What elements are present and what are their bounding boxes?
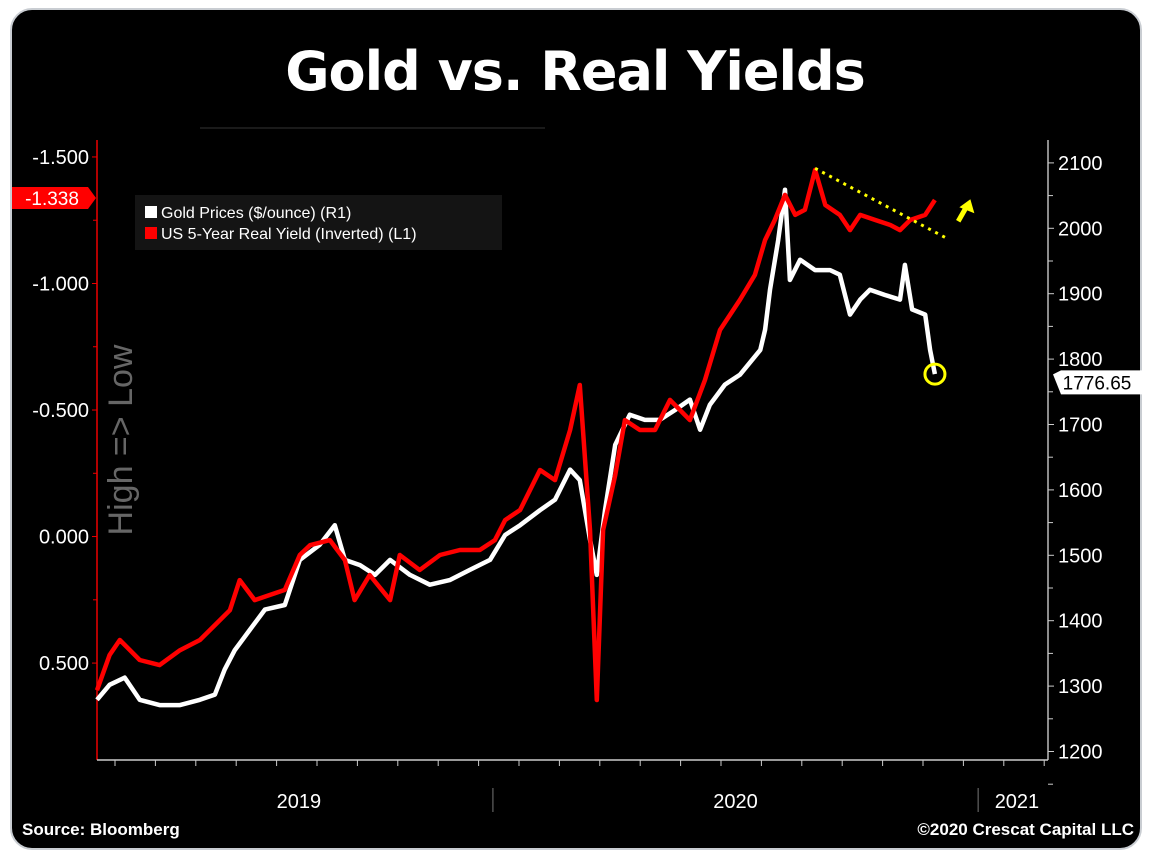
left-axis-label: High => Low <box>102 344 140 535</box>
right-tick-label: 1700 <box>1058 414 1103 436</box>
legend-label: US 5-Year Real Yield (Inverted) (L1) <box>161 226 417 243</box>
right-tick-label: 1500 <box>1058 545 1103 567</box>
left-tick-label: -1.000 <box>32 273 89 295</box>
gold-last-value-tag <box>1053 370 1146 395</box>
yield-last-value-tag <box>12 186 96 209</box>
up-arrow-head-icon <box>959 199 975 214</box>
legend-label: Gold Prices ($/ounce) (R1) <box>161 205 351 222</box>
right-tick-label: 1600 <box>1058 480 1103 502</box>
copyright-note: ©2020 Crescat Capital LLC <box>917 820 1134 839</box>
gold-last-value: 1776.65 <box>1063 373 1132 394</box>
right-tick-label: 1900 <box>1058 284 1103 306</box>
gold-price-line <box>95 187 938 708</box>
highlight-circle <box>923 362 947 386</box>
left-tick-label: -1.500 <box>32 147 89 169</box>
right-tick-label: 1400 <box>1058 611 1103 633</box>
legend-swatch <box>145 227 157 239</box>
trend-line-annotation <box>814 167 946 239</box>
right-tick-label: 1200 <box>1058 741 1103 763</box>
chart-panel <box>10 8 1142 850</box>
right-tick-label: 2100 <box>1058 153 1103 175</box>
yield-last-value: -1.338 <box>25 189 79 210</box>
right-tick-label: 2000 <box>1058 218 1103 240</box>
source-note: Source: Bloomberg <box>22 820 180 839</box>
chart-title: Gold vs. Real Yields <box>285 40 866 103</box>
legend-swatch <box>145 206 157 218</box>
left-tick-label: 0.000 <box>39 527 89 549</box>
left-tick-label: -0.500 <box>32 400 89 422</box>
right-tick-label: 1300 <box>1058 676 1103 698</box>
right-tick-label: 1800 <box>1058 349 1103 371</box>
x-tick-label: 2019 <box>277 791 322 813</box>
x-tick-label: 2020 <box>713 791 758 813</box>
legend-box <box>135 195 502 250</box>
x-tick-label: 2021 <box>995 791 1040 813</box>
left-tick-label: 0.500 <box>39 653 89 675</box>
